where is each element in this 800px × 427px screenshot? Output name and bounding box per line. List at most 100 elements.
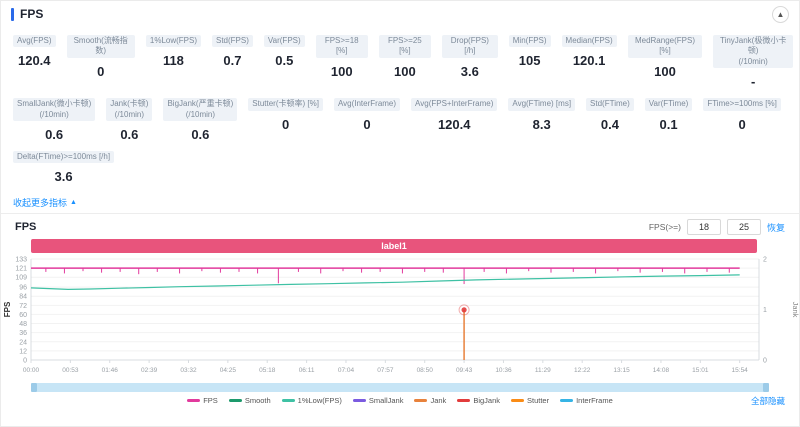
metric-label: FPS>=25 [%] — [378, 35, 431, 58]
chart-legend: FPS Smooth 1%Low(FPS) SmallJank Jank BigJank S… — [187, 396, 613, 405]
metric-item: 1%Low(FPS) 118 — [145, 35, 201, 69]
metric-label: MedRange(FPS)[%] — [627, 35, 703, 58]
scrollbar-handle-right[interactable] — [763, 383, 769, 393]
title-accent-bar — [11, 7, 14, 21]
legend-label: Jank — [430, 396, 447, 406]
metrics-row: Delta(FTime)>=100ms [/h] 3.6 — [13, 150, 793, 185]
axis-tick-label: 09:43 — [456, 367, 473, 374]
axis-tick-label: 133 — [15, 257, 27, 264]
metric-label: SmallJank(微小卡顿) (/10min) — [13, 98, 96, 121]
legend-label: InterFrame — [576, 396, 613, 406]
axis-tick-label: 03:32 — [180, 367, 197, 374]
legend-color-dash — [228, 399, 242, 403]
axis-tick-label: 00:00 — [23, 367, 40, 374]
metric-label: Median(FPS) — [561, 35, 617, 48]
legend-item-fps[interactable]: FPS — [187, 396, 218, 405]
axis-tick-label: 04:25 — [220, 367, 237, 374]
metric-value: 3.6 — [54, 169, 73, 185]
metric-value: 0 — [281, 116, 290, 132]
metric-item: Drop(FPS) [/h] 3.6 — [441, 35, 498, 79]
legend-item-smalljank[interactable]: SmallJank — [352, 396, 403, 405]
bigjank-marker — [461, 307, 467, 313]
hide-all-link[interactable]: 全部隐藏 — [750, 395, 785, 406]
panel-title: FPS — [20, 7, 44, 21]
metric-item: Avg(InterFrame) 0 — [333, 98, 401, 132]
metric-label: Min(FPS) — [508, 35, 551, 48]
chart-label-banner[interactable]: label1 — [31, 239, 757, 254]
axis-tick-label: 36 — [19, 331, 27, 338]
axis-tick-label: 2 — [763, 257, 767, 264]
legend-item-1-low-fps-[interactable]: 1%Low(FPS) — [281, 396, 342, 405]
axis-tick-label: 02:39 — [141, 367, 158, 374]
legend-color-dash — [414, 399, 428, 403]
axis-tick-label: 00:53 — [62, 367, 79, 374]
axis-tick-label: 109 — [15, 275, 27, 282]
axis-tick-label: 07:04 — [338, 367, 355, 374]
metric-value: 0.6 — [120, 126, 139, 142]
metric-value: 100 — [393, 63, 416, 79]
legend-row: FPS Smooth 1%Low(FPS) SmallJank Jank BigJank S… — [1, 395, 799, 406]
axis-tick-label: 11:29 — [535, 367, 551, 374]
axis-tick-label: 12:22 — [574, 367, 591, 374]
metric-value: 100 — [654, 63, 676, 79]
axis-tick-label: 14:08 — [653, 367, 670, 374]
metric-value: 100 — [330, 63, 353, 79]
legend-label: Stutter — [527, 396, 550, 406]
legend-item-smooth[interactable]: Smooth — [228, 396, 271, 405]
metric-label: BigJank(严重卡顿) (/10min) — [163, 98, 238, 121]
metric-label: FTime>=100ms [%] — [703, 98, 781, 111]
metric-item: FTime>=100ms [%] 0 — [703, 98, 781, 132]
collapse-metrics-link[interactable]: 收起更多指标 ▲ — [13, 196, 77, 209]
chart-header: FPS FPS(>=) 恢复 — [1, 217, 799, 237]
legend-item-interframe[interactable]: InterFrame — [560, 396, 613, 405]
legend-item-bigjank[interactable]: BigJank — [457, 396, 500, 405]
legend-color-dash — [560, 399, 574, 403]
axis-tick-label: 08:50 — [417, 367, 434, 374]
scrollbar-handle-left[interactable] — [31, 383, 37, 393]
axis-tick-label: 07:57 — [377, 367, 394, 374]
metric-label: Avg(InterFrame) — [333, 98, 401, 111]
axis-tick-label: 15:01 — [692, 367, 709, 374]
axis-tick-label: 72 — [19, 303, 27, 310]
metric-item: Smooth(流畅指数) 0 — [66, 35, 135, 79]
legend-label: BigJank — [473, 396, 500, 406]
metric-item: Delta(FTime)>=100ms [/h] 3.6 — [13, 150, 115, 185]
axis-tick-label: 24 — [19, 340, 27, 347]
metric-item: MedRange(FPS)[%] 100 — [627, 35, 703, 79]
metric-value: 3.6 — [460, 63, 479, 79]
chart-scrollbar[interactable] — [31, 383, 769, 393]
chart-title: FPS — [15, 221, 37, 234]
axis-tick-label: 10:36 — [495, 367, 512, 374]
metric-item: Stutter(卡顿率) [%] 0 — [248, 98, 323, 132]
metric-item: FPS>=18 [%] 100 — [315, 35, 368, 79]
metric-label: TinyJank(极微小卡顿) (/10min) — [713, 35, 794, 69]
metric-label: FPS>=18 [%] — [315, 35, 368, 58]
metric-value: 0.7 — [223, 53, 242, 69]
legend-item-jank[interactable]: Jank — [414, 396, 446, 405]
legend-color-dash — [352, 399, 366, 403]
collapse-metrics-label: 收起更多指标 — [13, 198, 68, 209]
legend-color-dash — [457, 399, 471, 403]
legend-item-stutter[interactable]: Stutter — [511, 396, 549, 405]
metric-item: Jank(卡顿) (/10min) 0.6 — [106, 98, 153, 142]
legend-color-dash — [511, 399, 524, 403]
axis-tick-label: 96 — [19, 285, 27, 292]
series-line-low1 — [30, 274, 740, 291]
scrollbar-range[interactable] — [37, 383, 763, 393]
metric-label: Std(FTime) — [586, 98, 634, 111]
fps-chart[interactable]: 0 12 24 36 48 60 72 84 96 109 121 133 0 1 2 00:00 00:53 0… — [1, 254, 800, 382]
threshold-input-high[interactable] — [726, 219, 761, 236]
threshold-restore-link[interactable]: 恢复 — [766, 222, 785, 233]
panel-collapse-button[interactable]: ▲ — [772, 5, 789, 23]
metric-item: Var(FPS) 0.5 — [263, 35, 305, 68]
metric-value: 8.3 — [532, 116, 551, 132]
metric-label: Avg(FPS) — [13, 35, 56, 48]
metrics-row: SmallJank(微小卡顿) (/10min) 0.6 Jank(卡顿) (/10… — [13, 98, 793, 142]
metric-label: Avg(FTime) [ms] — [508, 98, 576, 111]
threshold-input-low[interactable] — [686, 219, 721, 236]
metric-value: 105 — [518, 53, 541, 69]
metric-value: 118 — [162, 53, 184, 69]
metrics-grid: Avg(FPS) 120.4 Smooth(流畅指数) 0 1%Low(FPS) 118 S… — [1, 27, 799, 184]
metric-value: 120.4 — [17, 53, 51, 69]
